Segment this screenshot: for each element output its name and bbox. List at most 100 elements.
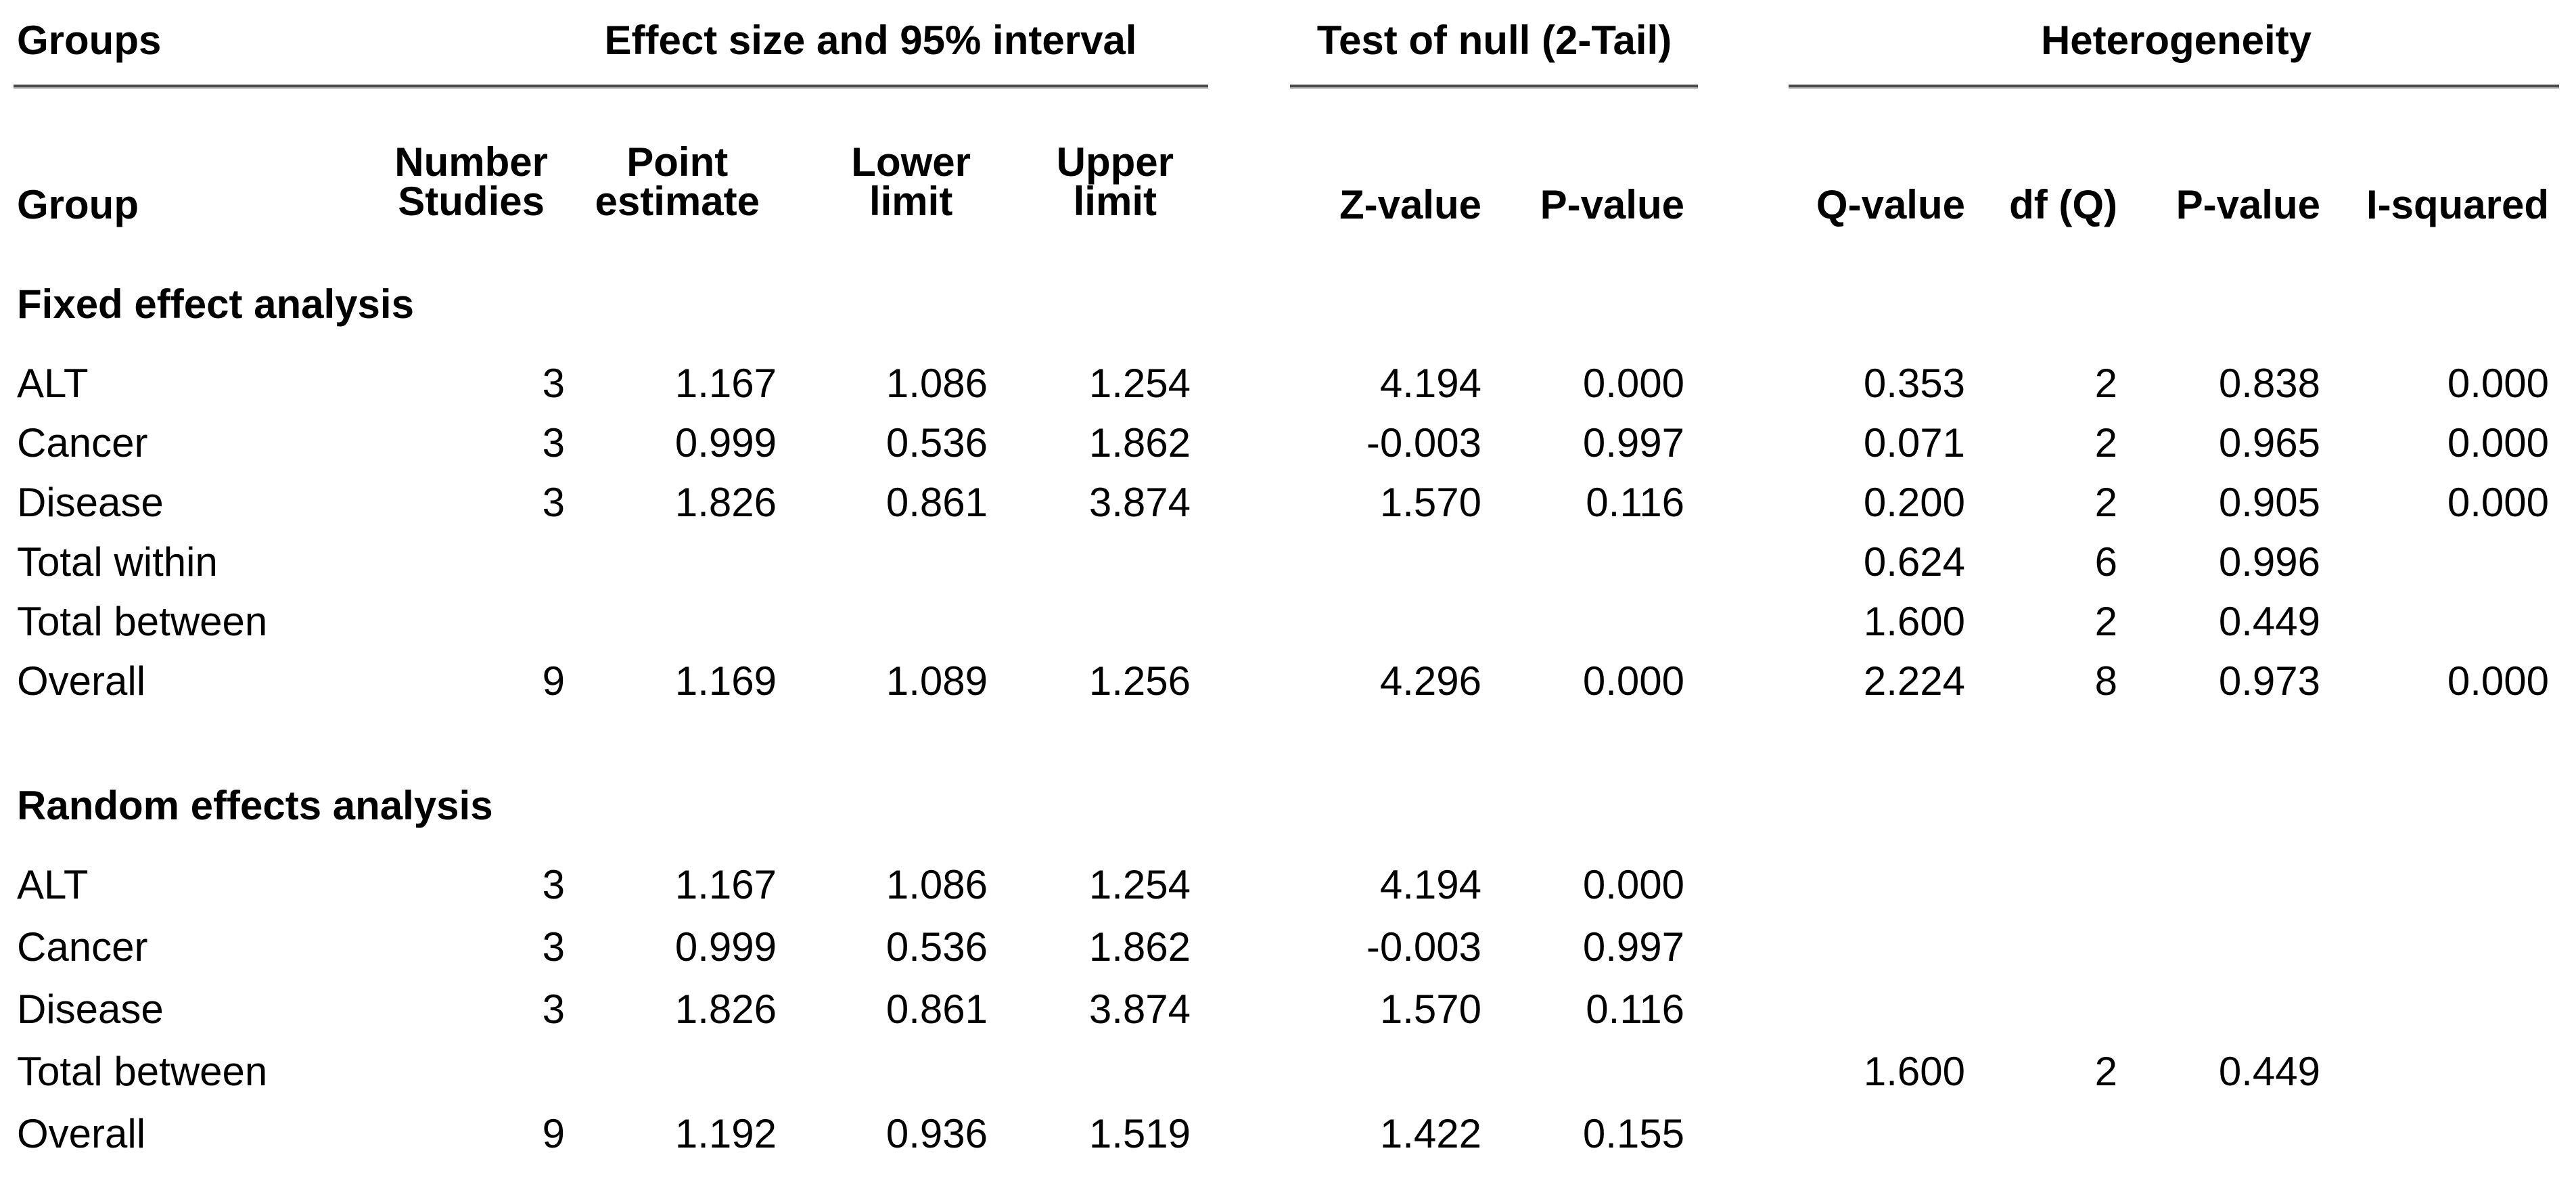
table-row: ALT 3 1.167 1.086 1.254 4.194 0.000 0.35… [0, 353, 2549, 413]
col-header-lower-limit: Lower limit [777, 139, 988, 225]
cell-point-estimate: 1.192 [674, 1110, 777, 1156]
col-header-upper-line2: limit [1073, 179, 1157, 224]
cell-z-value: 4.194 [1379, 360, 1481, 406]
group-header-test-of-null: Test of null (2-Tail) [1316, 18, 1672, 63]
col-header-upper-limit: Upper limit [988, 139, 1191, 225]
group-header-heterogeneity: Heterogeneity [2040, 18, 2312, 63]
col-header-upper-line1: Upper [1056, 139, 1174, 185]
col-header-df-q: df (Q) [2009, 182, 2117, 227]
cell-number-studies: 3 [542, 861, 565, 907]
cell-z-value: -0.003 [1366, 420, 1481, 466]
cell-number-studies: 9 [542, 1110, 565, 1156]
column-header-row: Group Number Studies Point estimate Lower l… [0, 139, 2549, 227]
cell-het-p-value: 0.996 [2218, 539, 2320, 585]
cell-z-value: 4.194 [1379, 861, 1481, 907]
table-row: Total between 1.600 2 0.449 [0, 591, 2549, 651]
cell-upper-limit: 1.254 [1088, 360, 1191, 406]
cell-upper-limit: 3.874 [1088, 479, 1191, 525]
cell-q-value: 1.600 [1863, 1048, 1965, 1094]
cell-group: Cancer [17, 924, 148, 970]
group-header-groups: Groups [17, 18, 162, 63]
cell-p-value: 0.000 [1582, 861, 1684, 907]
cell-group: Total between [17, 598, 268, 644]
col-header-het-p-value: P-value [2176, 182, 2320, 227]
cell-group: Disease [17, 986, 164, 1032]
col-header-lower-line1: Lower [851, 139, 971, 185]
col-header-point-estimate: Point estimate [565, 139, 777, 225]
cell-df-q: 2 [2094, 1048, 2117, 1094]
cell-lower-limit: 1.086 [886, 360, 988, 406]
fixed-effect-rows: ALT 3 1.167 1.086 1.254 4.194 0.000 0.35… [0, 353, 2549, 710]
col-header-point-line1: Point [626, 139, 729, 185]
cell-q-value: 0.200 [1863, 479, 1965, 525]
cell-group: Overall [17, 658, 146, 704]
cell-i-squared: 0.000 [2447, 658, 2549, 704]
cell-upper-limit: 1.256 [1088, 658, 1191, 704]
cell-df-q: 8 [2094, 658, 2117, 704]
group-header-row: Groups Effect size and 95% interval Test… [0, 19, 2576, 62]
cell-df-q: 2 [2094, 479, 2117, 525]
group-header-effect-size: Effect size and 95% interval [604, 18, 1137, 63]
col-header-number-studies: Number Studies [379, 139, 565, 225]
cell-i-squared: 0.000 [2447, 360, 2549, 406]
cell-z-value: -0.003 [1366, 924, 1481, 970]
cell-het-p-value: 0.449 [2218, 598, 2320, 644]
cell-upper-limit: 1.862 [1088, 420, 1191, 466]
cell-p-value: 0.997 [1582, 420, 1684, 466]
table-row: Cancer 3 0.999 0.536 1.862 -0.003 0.997 … [0, 413, 2549, 472]
cell-number-studies: 3 [542, 986, 565, 1032]
cell-p-value: 0.000 [1582, 360, 1684, 406]
random-effects-rows: ALT 3 1.167 1.086 1.254 4.194 0.000 Canc… [0, 853, 2549, 1164]
cell-het-p-value: 0.973 [2218, 658, 2320, 704]
cell-df-q: 2 [2094, 420, 2117, 466]
table-row: Disease 3 1.826 0.861 3.874 1.570 0.116 [0, 978, 2549, 1040]
col-header-z-value: Z-value [1339, 182, 1481, 227]
cell-lower-limit: 0.936 [886, 1110, 988, 1156]
table-row: Cancer 3 0.999 0.536 1.862 -0.003 0.997 [0, 915, 2549, 978]
rule-groups-effect-size [14, 85, 1208, 89]
cell-number-studies: 9 [542, 658, 565, 704]
cell-p-value: 0.116 [1586, 986, 1684, 1032]
cell-p-value: 0.000 [1582, 658, 1684, 704]
cell-lower-limit: 0.861 [886, 986, 988, 1032]
cell-upper-limit: 1.862 [1088, 924, 1191, 970]
section-title-fixed-effect: Fixed effect analysis [17, 281, 414, 327]
cell-lower-limit: 0.536 [886, 924, 988, 970]
cell-z-value: 4.296 [1379, 658, 1481, 704]
cell-het-p-value: 0.838 [2218, 360, 2320, 406]
cell-i-squared: 0.000 [2447, 420, 2549, 466]
cell-point-estimate: 1.826 [674, 986, 777, 1032]
cell-point-estimate: 1.826 [674, 479, 777, 525]
cell-point-estimate: 0.999 [674, 420, 777, 466]
cell-lower-limit: 1.089 [886, 658, 988, 704]
col-header-i-squared: I-squared [2366, 182, 2549, 227]
table-row: Overall 9 1.192 0.936 1.519 1.422 0.155 [0, 1102, 2549, 1164]
cell-p-value: 0.997 [1582, 924, 1684, 970]
table-row: Disease 3 1.826 0.861 3.874 1.570 0.116 … [0, 472, 2549, 532]
col-header-point-line2: estimate [595, 179, 760, 224]
cell-group: Disease [17, 479, 164, 525]
cell-het-p-value: 0.449 [2218, 1048, 2320, 1094]
col-header-lower-line2: limit [869, 179, 953, 224]
col-header-number-line1: Number [394, 139, 548, 185]
cell-group: Total within [17, 539, 218, 585]
cell-lower-limit: 0.536 [886, 420, 988, 466]
rule-heterogeneity [1789, 85, 2559, 89]
cell-group: Total between [17, 1048, 268, 1094]
table-row: Overall 9 1.169 1.089 1.256 4.296 0.000 … [0, 651, 2549, 710]
table-row: Total within 0.624 6 0.996 [0, 532, 2549, 591]
cell-p-value: 0.155 [1582, 1110, 1684, 1156]
cell-q-value: 1.600 [1863, 598, 1965, 644]
rule-test-of-null [1290, 85, 1698, 89]
cell-upper-limit: 3.874 [1088, 986, 1191, 1032]
cell-het-p-value: 0.965 [2218, 420, 2320, 466]
cell-number-studies: 3 [542, 420, 565, 466]
cell-df-q: 2 [2094, 360, 2117, 406]
col-header-p-value: P-value [1540, 182, 1684, 227]
cell-df-q: 6 [2094, 539, 2117, 585]
cell-group: ALT [17, 861, 89, 907]
cell-point-estimate: 1.167 [674, 360, 777, 406]
col-header-group: Group [17, 182, 139, 227]
cell-q-value: 2.224 [1863, 658, 1965, 704]
